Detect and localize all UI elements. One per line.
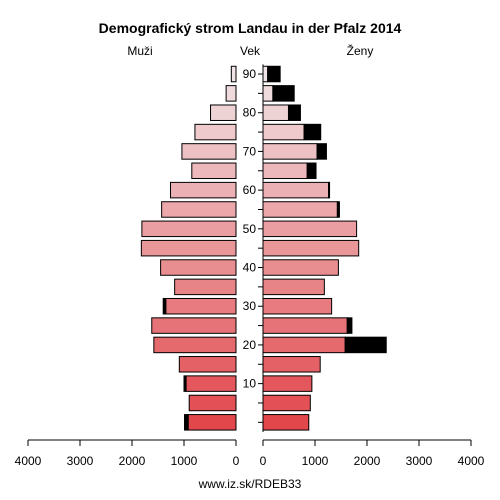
age-label: Vek [240,44,261,58]
female-excess-25-29 [346,317,353,334]
age-tick-label: 60 [243,183,257,197]
male-bar-70-74 [181,143,237,160]
male-bar-55-59 [161,201,237,218]
female-excess-75-79 [303,123,322,141]
x-tick-label: 1000 [302,454,329,468]
female-bar-80-84 [262,104,289,121]
female-label: Ženy [347,43,374,58]
male-excess-10-14 [183,375,187,392]
male-bar-75-79 [194,123,237,141]
male-bar-15-19 [178,356,237,373]
female-excess-20-24 [344,336,387,354]
age-tick-label: 30 [243,299,257,313]
x-tick-label: 0 [260,454,267,468]
age-tick-label: 90 [243,67,257,81]
female-bar-15-19 [262,356,321,373]
male-x-axis: 4000 3000 2000 1000 0 [15,439,240,468]
male-label: Muži [127,44,152,58]
male-bar-80-84 [210,104,237,121]
female-bar-45-49 [262,239,360,257]
female-bar-35-39 [262,278,325,296]
female-bar-50-54 [262,220,358,238]
female-bar-5-9 [262,394,311,412]
x-tick-label: 3000 [67,454,94,468]
female-excess-70-74 [316,143,327,160]
age-tick-label: 80 [243,106,257,120]
female-bar-25-29 [262,317,348,334]
male-bar-10-14 [185,375,237,392]
age-axis: 10 20 30 40 50 60 70 80 90 [243,64,264,432]
female-excess-60-64 [328,181,331,199]
x-tick-label: 4000 [15,454,42,468]
chart-title: Demografický strom Landau in der Pfalz 2… [99,20,402,36]
female-excess-55-59 [336,201,340,218]
x-tick-label: 1000 [171,454,198,468]
age-tick-label: 50 [243,222,257,236]
female-bar-10-14 [262,375,313,392]
female-bar-90+ [262,65,269,83]
male-bar-85-89 [225,85,237,102]
male-bar-20-24 [153,336,237,354]
female-excess-65-69 [306,162,317,180]
age-tick-label: 10 [243,377,257,391]
x-tick-label: 4000 [458,454,485,468]
male-bar-0-4 [187,414,237,431]
female-excess-85-89 [272,85,295,102]
male-bars [140,65,237,431]
age-tick-label: 70 [243,144,257,158]
male-bar-30-34 [165,297,237,315]
male-bar-25-29 [151,317,237,334]
x-tick-label: 2000 [119,454,146,468]
female-bar-30-34 [262,297,333,315]
female-bar-40-44 [262,259,339,276]
male-excess-30-34 [162,297,167,315]
female-x-axis: 0 1000 2000 3000 4000 [260,439,485,468]
female-bar-0-4 [262,414,310,431]
source-label: www.iz.sk/RDEB33 [198,477,302,491]
male-bar-45-49 [140,239,237,257]
female-bar-75-79 [262,123,305,141]
x-tick-label: 2000 [354,454,381,468]
x-tick-label: 0 [233,454,240,468]
female-excess-90+ [267,65,281,83]
male-excess-0-4 [184,414,189,431]
age-tick-label: 20 [243,338,257,352]
male-bar-65-69 [191,162,237,180]
age-tick-label: 40 [243,261,257,275]
female-bars [262,65,387,431]
male-bar-50-54 [141,220,237,238]
male-bar-60-64 [169,181,237,199]
male-bar-90+ [230,65,237,83]
female-bar-70-74 [262,143,318,160]
male-bar-5-9 [188,394,237,412]
female-bar-60-64 [262,181,330,199]
male-bar-40-44 [160,259,237,276]
male-bar-35-39 [174,278,237,296]
female-bar-85-89 [262,85,274,102]
x-tick-label: 3000 [406,454,433,468]
female-excess-80-84 [287,104,301,121]
female-bar-20-24 [262,336,346,354]
female-bar-65-69 [262,162,308,180]
female-bar-55-59 [262,201,338,218]
